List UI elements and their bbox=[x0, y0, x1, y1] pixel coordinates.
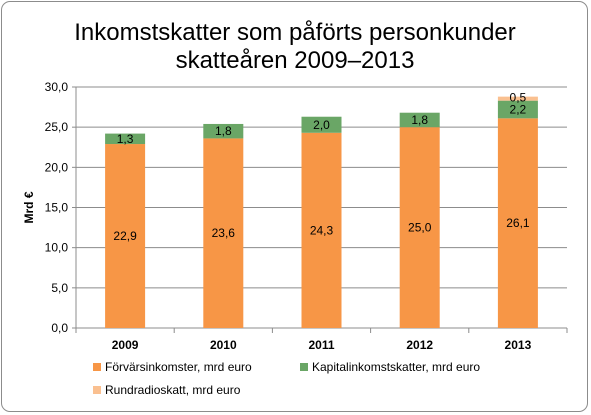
bar-segment bbox=[399, 127, 440, 329]
y-tick-label: 30,0 bbox=[45, 80, 69, 94]
legend-label: Kapitalinkomstskatter, mrd euro bbox=[312, 360, 480, 374]
chart-title-line: skatteåren 2009–2013 bbox=[176, 47, 415, 74]
bar-segment bbox=[203, 138, 244, 328]
bar-segment bbox=[301, 132, 342, 328]
legend-swatch bbox=[93, 363, 101, 371]
bar-segment bbox=[497, 100, 538, 119]
data-label: 23,6 bbox=[212, 226, 236, 240]
x-tick-label: 2010 bbox=[210, 338, 237, 352]
data-label: 1,8 bbox=[411, 113, 428, 127]
bar-segment bbox=[497, 118, 538, 328]
y-tick-label: 5,0 bbox=[51, 281, 68, 295]
data-label: 2,0 bbox=[313, 118, 330, 132]
legend-label: Förvärsinkomster, mrd euro bbox=[105, 360, 252, 374]
y-axis-label: Mrd € bbox=[22, 191, 36, 223]
bar-segment bbox=[203, 123, 244, 139]
bar-segment bbox=[497, 96, 538, 101]
y-tick-label: 0,0 bbox=[51, 321, 68, 335]
x-tick-label: 2009 bbox=[112, 338, 139, 352]
bar-segment bbox=[105, 144, 146, 328]
chart-title-line: Inkomstskatter som påförts personkunder bbox=[74, 19, 516, 46]
y-tick-label: 15,0 bbox=[45, 201, 69, 215]
y-tick-label: 25,0 bbox=[45, 120, 69, 134]
data-label: 0,5 bbox=[510, 91, 527, 105]
legend-label: Rundradioskatt, mrd euro bbox=[105, 383, 241, 397]
data-label: 1,3 bbox=[117, 132, 134, 146]
data-label: 22,9 bbox=[113, 229, 137, 243]
bar-segment bbox=[301, 116, 342, 133]
data-label: 25,0 bbox=[408, 221, 432, 235]
x-tick-label: 2013 bbox=[505, 338, 532, 352]
bar-segment bbox=[105, 133, 146, 145]
legend-swatch bbox=[93, 386, 101, 394]
x-tick-label: 2012 bbox=[406, 338, 433, 352]
y-tick-label: 20,0 bbox=[45, 160, 69, 174]
y-tick-label: 10,0 bbox=[45, 241, 69, 255]
x-tick-label: 2011 bbox=[308, 338, 334, 352]
legend-swatch bbox=[300, 363, 308, 371]
data-label: 2,2 bbox=[510, 102, 527, 116]
data-label: 1,8 bbox=[215, 124, 232, 138]
bar-segment bbox=[399, 112, 440, 128]
data-label: 26,1 bbox=[506, 216, 530, 230]
data-label: 24,3 bbox=[310, 223, 334, 237]
